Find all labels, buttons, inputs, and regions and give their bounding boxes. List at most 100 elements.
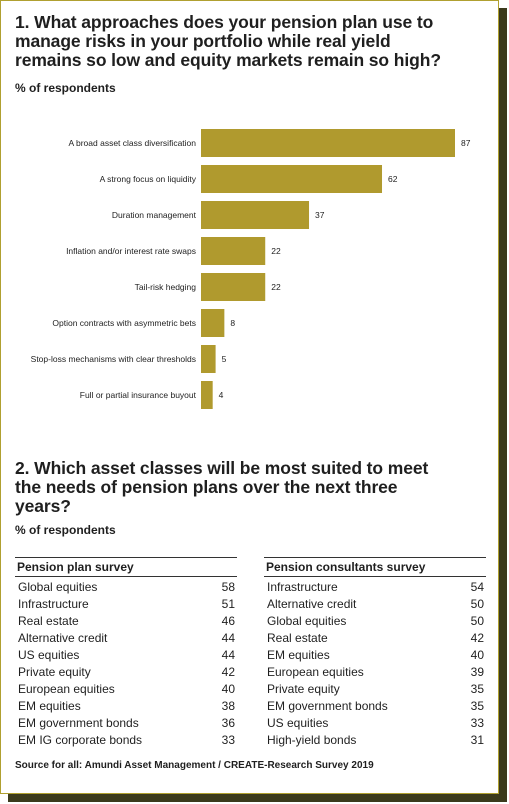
table-heading: Pension consultants survey: [264, 557, 486, 577]
row-label: EM government bonds: [267, 699, 388, 713]
row-value: 40: [221, 682, 235, 696]
row-label: US equities: [18, 648, 80, 662]
question-2-subtitle: % of respondents: [15, 523, 116, 537]
row-value: 44: [221, 631, 235, 645]
value-label-duration-management: 37: [315, 210, 325, 220]
row-value: 33: [470, 716, 484, 730]
table-row: EM government bonds 36: [15, 715, 237, 732]
category-label-stop-loss-mechanisms-with-clear-thresholds: Stop-loss mechanisms with clear threshol…: [31, 354, 196, 364]
table-row: Global equities 58: [15, 579, 237, 596]
row-label: US equities: [267, 716, 329, 730]
row-value: 35: [470, 699, 484, 713]
row-value: 46: [221, 614, 235, 628]
category-label-tail-risk-hedging: Tail-risk hedging: [135, 282, 197, 292]
row-label: Real estate: [267, 631, 328, 645]
bar-duration-management: [201, 201, 310, 229]
value-label-tail-risk-hedging: 22: [271, 282, 281, 292]
row-label: EM equities: [18, 699, 81, 713]
row-value: 42: [221, 665, 235, 679]
question-2-title-line-3: years?: [15, 496, 71, 516]
bar-stop-loss-mechanisms-with-clear-thresholds: [201, 345, 216, 373]
row-value: 38: [221, 699, 235, 713]
table-row: European equities 40: [15, 681, 237, 698]
category-label-duration-management: Duration management: [112, 210, 197, 220]
bar-a-broad-asset-class-diversification: [201, 129, 455, 157]
table-row: Global equities 50: [264, 613, 486, 630]
table-row: US equities 33: [264, 715, 486, 732]
table-row: US equities 44: [15, 647, 237, 664]
category-label-option-contracts-with-asymmetric-bets: Option contracts with asymmetric bets: [52, 318, 196, 328]
infographic-panel: 1. What approaches does your pension pla…: [0, 0, 499, 794]
question-2-title: 2. Which asset classes will be most suit…: [15, 459, 428, 516]
table-body: Infrastructure 54 Alternative credit 50 Gl…: [264, 579, 486, 749]
row-label: Global equities: [18, 580, 98, 594]
pension-plan-survey-table: Pension plan survey Global equities 58 In…: [15, 557, 237, 749]
value-label-a-broad-asset-class-diversification: 87: [461, 138, 471, 148]
row-value: 31: [470, 733, 484, 747]
row-label: High-yield bonds: [267, 733, 357, 747]
row-label: EM IG corporate bonds: [18, 733, 143, 747]
row-label: Private equity: [267, 682, 340, 696]
category-label-a-strong-focus-on-liquidity: A strong focus on liquidity: [100, 174, 197, 184]
row-value: 42: [470, 631, 484, 645]
category-label-full-or-partial-insurance-buyout: Full or partial insurance buyout: [80, 390, 197, 400]
value-label-option-contracts-with-asymmetric-bets: 8: [230, 318, 235, 328]
table-row: Private equity 42: [15, 664, 237, 681]
table-row: Private equity 35: [264, 681, 486, 698]
row-value: 51: [221, 597, 235, 611]
table-row: EM equities 38: [15, 698, 237, 715]
row-label: Real estate: [18, 614, 79, 628]
row-label: European equities: [18, 682, 115, 696]
category-label-a-broad-asset-class-diversification: A broad asset class diversification: [68, 138, 196, 148]
question-1-title: 1. What approaches does your pension pla…: [15, 13, 441, 70]
table-row: Real estate 46: [15, 613, 237, 630]
bar-inflation-and-or-interest-rate-swaps: [201, 237, 266, 265]
question-1-title-line-2: manage risks in your portfolio while rea…: [15, 31, 391, 51]
question-1-title-line-3: remains so low and equity markets remain…: [15, 50, 441, 70]
table-row: EM government bonds 35: [264, 698, 486, 715]
source-note: Source for all: Amundi Asset Management …: [15, 760, 374, 771]
bar-a-strong-focus-on-liquidity: [201, 165, 383, 193]
row-value: 40: [470, 648, 484, 662]
table-row: Infrastructure 51: [15, 596, 237, 613]
table-row: Alternative credit 44: [15, 630, 237, 647]
row-label: EM equities: [267, 648, 330, 662]
question-2-title-line-2: the needs of pension plans over the next…: [15, 477, 398, 497]
row-value: 50: [470, 614, 484, 628]
category-label-inflation-and-or-interest-rate-swaps: Inflation and/or interest rate swaps: [66, 246, 196, 256]
table-row: Infrastructure 54: [264, 579, 486, 596]
bar-tail-risk-hedging: [201, 273, 266, 301]
question-1-title-line-1: 1. What approaches does your pension pla…: [15, 12, 434, 32]
row-value: 36: [221, 716, 235, 730]
pension-consultants-survey-table: Pension consultants survey Infrastructur…: [264, 557, 486, 749]
row-value: 58: [221, 580, 235, 594]
table-body: Global equities 58 Infrastructure 51 Real …: [15, 579, 237, 749]
row-value: 44: [221, 648, 235, 662]
row-label: Private equity: [18, 665, 91, 679]
bar-option-contracts-with-asymmetric-bets: [201, 309, 225, 337]
value-label-a-strong-focus-on-liquidity: 62: [388, 174, 398, 184]
row-label: Alternative credit: [18, 631, 108, 645]
table-heading: Pension plan survey: [15, 557, 237, 577]
value-label-stop-loss-mechanisms-with-clear-thresholds: 5: [222, 354, 227, 364]
row-label: European equities: [267, 665, 364, 679]
row-value: 50: [470, 597, 484, 611]
table-row: Alternative credit 50: [264, 596, 486, 613]
row-label: Infrastructure: [267, 580, 338, 594]
row-value: 33: [221, 733, 235, 747]
risk-approaches-bar-chart: A broad asset class diversification 87 A s…: [31, 129, 471, 409]
row-label: EM government bonds: [18, 716, 139, 730]
row-label: Infrastructure: [18, 597, 89, 611]
value-label-full-or-partial-insurance-buyout: 4: [219, 390, 224, 400]
table-row: European equities 39: [264, 664, 486, 681]
table-row: High-yield bonds 31: [264, 732, 486, 749]
value-label-inflation-and-or-interest-rate-swaps: 22: [271, 246, 281, 256]
row-label: Alternative credit: [267, 597, 357, 611]
bar-full-or-partial-insurance-buyout: [201, 381, 213, 409]
question-2-title-line-1: 2. Which asset classes will be most suit…: [15, 458, 429, 478]
table-row: EM IG corporate bonds 33: [15, 732, 237, 749]
row-label: Global equities: [267, 614, 347, 628]
table-row: EM equities 40: [264, 647, 486, 664]
row-value: 39: [470, 665, 484, 679]
row-value: 35: [470, 682, 484, 696]
